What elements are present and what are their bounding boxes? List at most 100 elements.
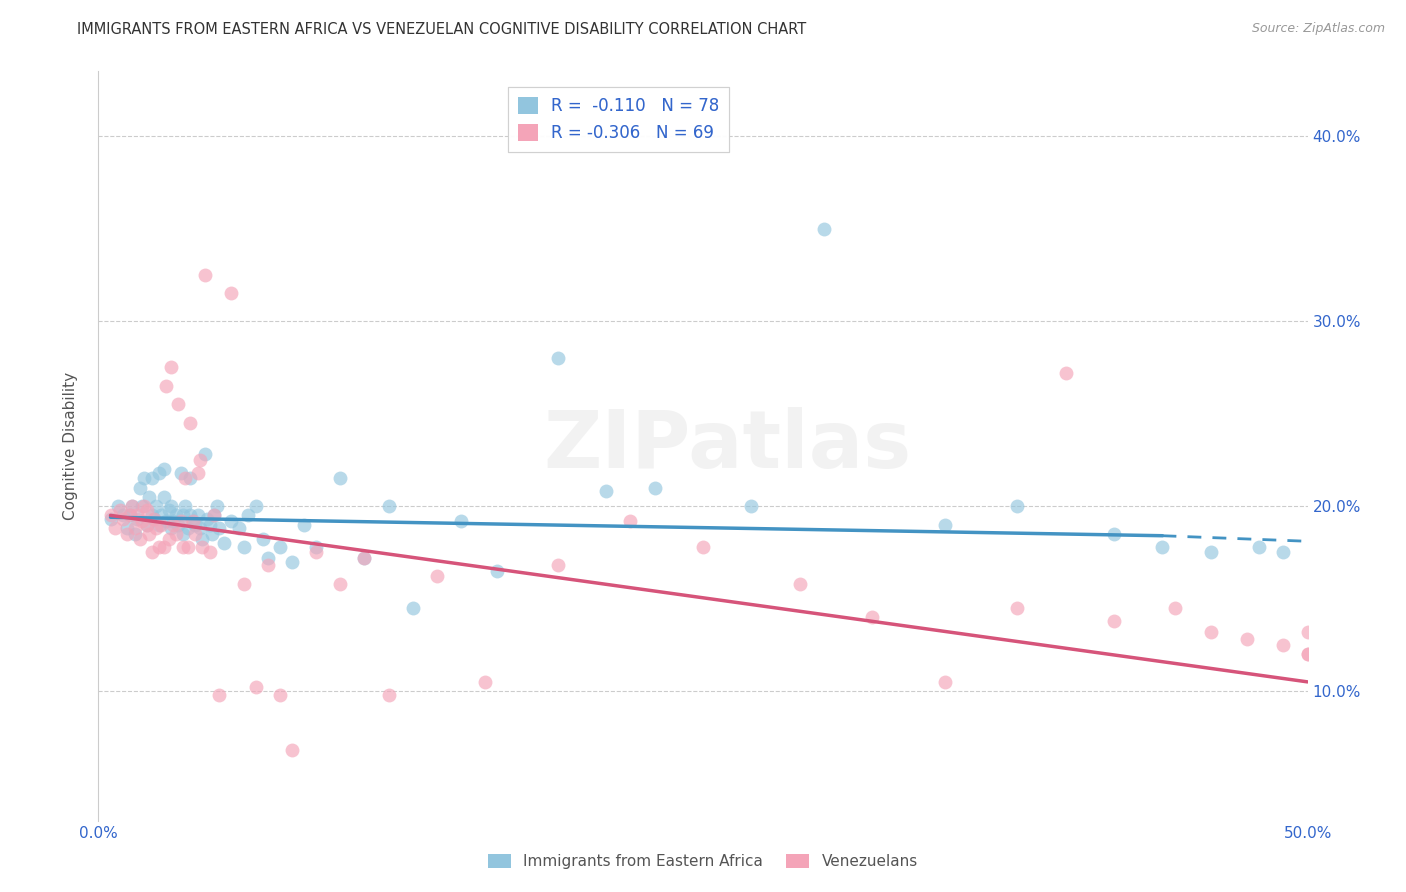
Point (740, 499, 762, 513)
Point (148, 540, 170, 554)
Point (191, 533, 214, 547)
Point (252, 533, 274, 547)
Point (157, 533, 180, 547)
Point (127, 508, 149, 523)
Point (165, 527, 187, 541)
Point (162, 514, 184, 528)
Text: Source: ZipAtlas.com: Source: ZipAtlas.com (1251, 22, 1385, 36)
Point (172, 527, 194, 541)
Point (162, 517, 184, 532)
Point (547, 558, 569, 573)
Point (181, 514, 204, 528)
Point (1102, 614, 1125, 628)
Point (228, 521, 250, 535)
Point (150, 508, 173, 523)
Point (232, 577, 254, 591)
Point (204, 508, 226, 523)
Point (1152, 540, 1174, 554)
Point (1054, 366, 1077, 380)
Point (143, 512, 166, 526)
Point (245, 681, 267, 695)
Point (221, 286, 243, 301)
Point (152, 540, 174, 554)
Point (191, 540, 214, 554)
Text: IMMIGRANTS FROM EASTERN AFRICA VS VENEZUELAN COGNITIVE DISABILITY CORRELATION CH: IMMIGRANTS FROM EASTERN AFRICA VS VENEZU… (77, 22, 807, 37)
Point (204, 508, 226, 523)
Point (486, 564, 509, 578)
Legend: Immigrants from Eastern Africa, Venezuelans: Immigrants from Eastern Africa, Venezuel… (482, 848, 924, 875)
Point (184, 527, 207, 541)
Point (111, 512, 134, 526)
Point (187, 508, 209, 523)
Point (353, 550, 375, 565)
Point (160, 499, 183, 513)
Point (121, 499, 143, 513)
Point (145, 499, 167, 513)
Point (108, 503, 131, 517)
Point (1199, 545, 1222, 559)
Point (547, 351, 569, 365)
Point (934, 517, 956, 532)
Point (813, 221, 835, 235)
Point (1272, 545, 1295, 559)
Point (174, 499, 197, 513)
Point (141, 471, 163, 485)
Point (1249, 540, 1271, 554)
Point (138, 527, 160, 541)
Point (232, 540, 254, 554)
Point (194, 268, 217, 282)
Point (141, 545, 163, 559)
Point (195, 512, 218, 526)
Point (860, 610, 883, 624)
Point (474, 674, 496, 689)
Point (1296, 647, 1319, 661)
Point (141, 508, 163, 523)
Point (212, 536, 235, 550)
Point (377, 499, 399, 513)
Point (127, 512, 149, 526)
Point (148, 466, 170, 480)
Point (148, 517, 170, 532)
Point (157, 503, 180, 517)
Point (187, 466, 209, 480)
Point (138, 490, 160, 504)
Point (135, 517, 157, 532)
Point (789, 577, 811, 591)
Point (155, 379, 177, 393)
Point (152, 490, 174, 504)
Legend: R =  -0.110   N = 78, R = -0.306   N = 69: R = -0.110 N = 78, R = -0.306 N = 69 (508, 87, 730, 152)
Point (1007, 499, 1029, 513)
Point (1163, 600, 1185, 615)
Point (1296, 624, 1319, 639)
Text: ZIPatlas: ZIPatlas (543, 407, 911, 485)
Point (208, 688, 231, 702)
Point (450, 514, 472, 528)
Point (121, 499, 143, 513)
Point (124, 521, 146, 535)
Point (188, 521, 211, 535)
Point (198, 545, 221, 559)
Point (934, 674, 956, 689)
Point (269, 540, 291, 554)
Point (169, 466, 191, 480)
Point (256, 558, 278, 573)
Point (181, 514, 204, 528)
Point (208, 521, 231, 535)
Point (1296, 647, 1319, 661)
Point (1236, 632, 1258, 647)
Point (329, 577, 352, 591)
Point (426, 569, 449, 583)
Point (184, 517, 207, 532)
Point (177, 540, 200, 554)
Point (155, 514, 177, 528)
Point (221, 514, 243, 528)
Point (172, 508, 194, 523)
Point (194, 447, 217, 461)
Point (305, 540, 328, 554)
Point (165, 508, 187, 523)
Point (135, 517, 157, 532)
Point (179, 508, 201, 523)
Point (245, 499, 267, 513)
Point (292, 517, 315, 532)
Point (128, 481, 150, 495)
